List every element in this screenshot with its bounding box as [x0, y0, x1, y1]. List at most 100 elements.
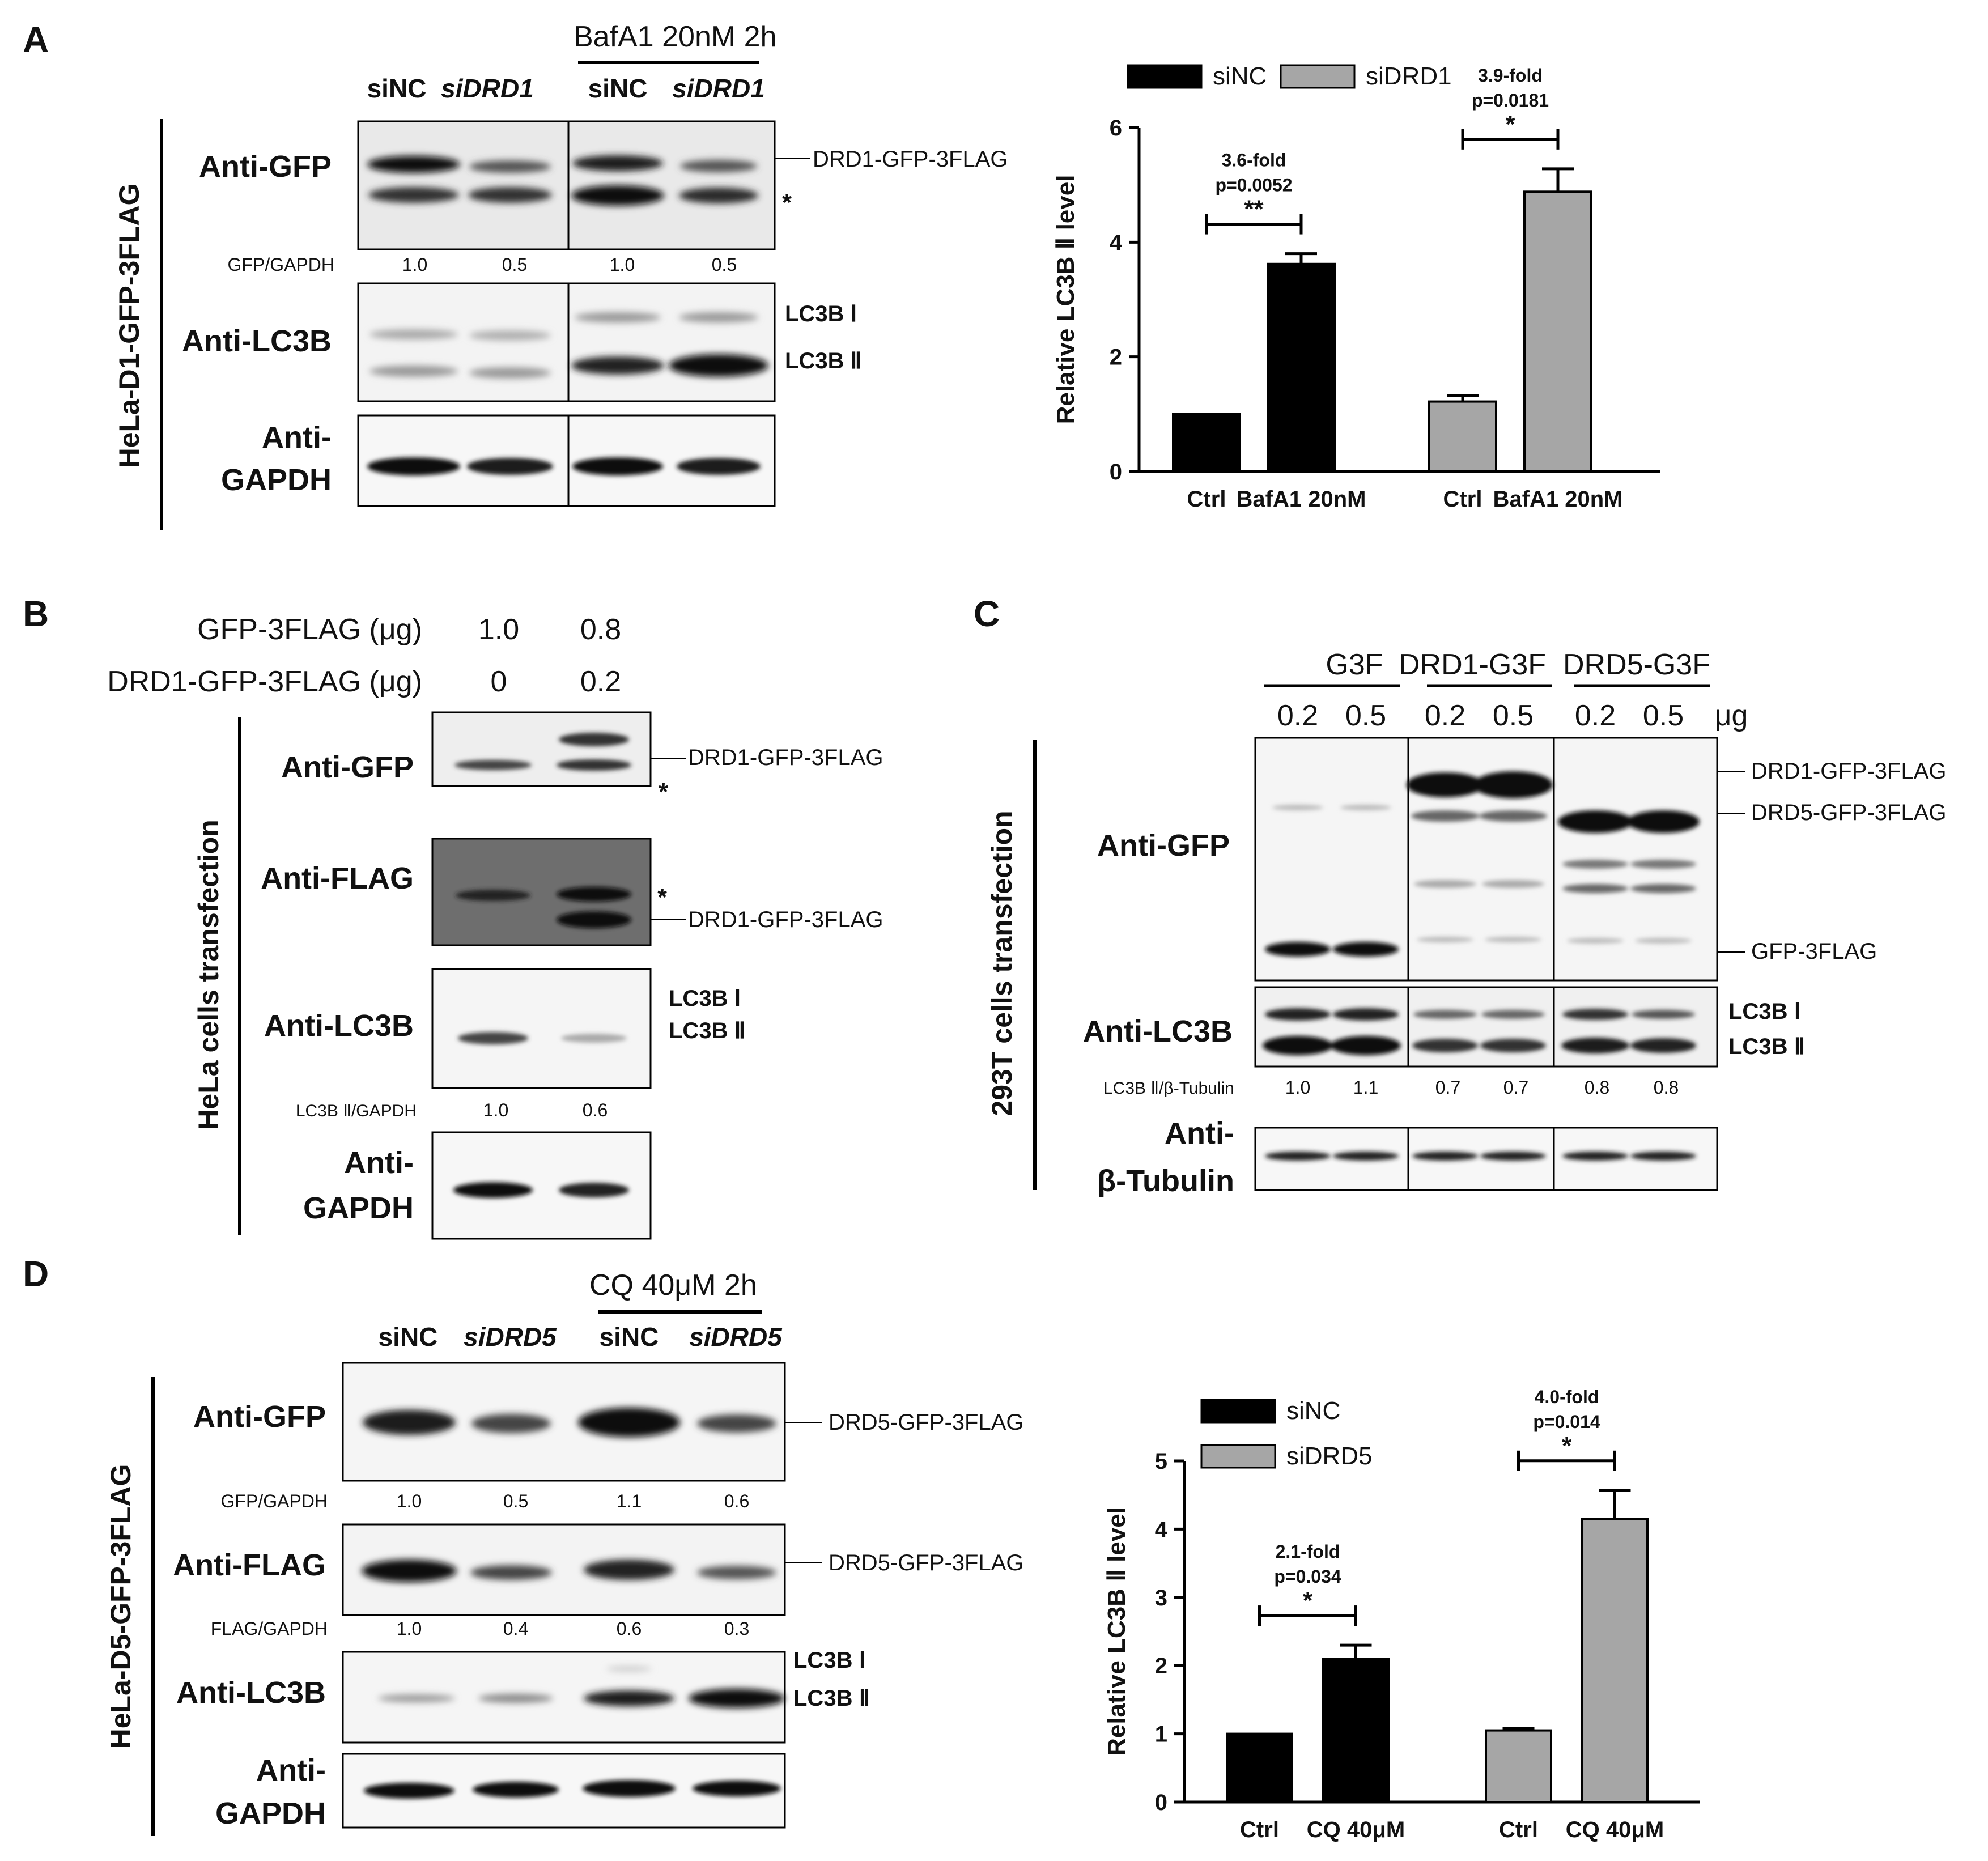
quant-value: 1.0 [610, 254, 635, 275]
quant-value: 0.7 [1435, 1077, 1460, 1098]
nonspecific-star: * [657, 883, 668, 911]
quant-value: 0.5 [503, 1491, 528, 1511]
legend-label: siDRD5 [1286, 1442, 1373, 1470]
antibody-label: Anti-FLAG [173, 1548, 326, 1582]
antibody-label: GAPDH [303, 1191, 414, 1225]
band-label: LC3B Ⅰ [1728, 999, 1800, 1024]
bands [362, 1560, 776, 1582]
y-tick-label: 6 [1110, 116, 1122, 141]
quant-value: 1.0 [483, 1100, 508, 1120]
dose-label: 0.2 [1575, 699, 1616, 732]
antibody-label: Anti- [262, 420, 332, 454]
quant-label: FLAG/GAPDH [211, 1618, 328, 1639]
quant-value: 1.0 [397, 1618, 422, 1639]
quant-label: LC3B Ⅱ/GAPDH [296, 1102, 417, 1120]
cell-line-label: HeLa-D1-GFP-3FLAG [113, 184, 145, 469]
bar [1428, 400, 1497, 473]
dose-unit: μg [1715, 699, 1748, 732]
band-label: LC3B Ⅱ [785, 349, 861, 373]
antibody-label: Anti-GFP [193, 1400, 326, 1434]
lane-label: siNC [367, 74, 427, 103]
quant-value: 0.7 [1503, 1077, 1528, 1098]
antibody-label: Anti-GFP [281, 750, 414, 784]
blot-lc3b [1254, 986, 1718, 1068]
quant-value: 0.3 [724, 1618, 749, 1639]
bar [1322, 1658, 1390, 1803]
quant-value: 0.6 [724, 1491, 749, 1511]
lane-label: siNC [588, 74, 648, 103]
legend-label: siNC [1286, 1397, 1340, 1425]
lane-label: siDRD1 [441, 74, 534, 103]
fold-change-label: 3.9-fold [1478, 65, 1543, 86]
fold-change-label: 3.6-fold [1222, 150, 1286, 171]
bands [453, 1182, 629, 1198]
bar [1172, 413, 1241, 473]
quant-value: 1.1 [617, 1491, 642, 1511]
panel-a-blot: BafA1 20nM 2h siNC siDRD1 siNC siDRD1 He… [113, 20, 1008, 530]
quant-value: 1.0 [402, 254, 427, 275]
dose-label: 0.2 [1277, 699, 1318, 732]
x-tick-label: CQ 40μM [1307, 1817, 1405, 1842]
y-tick-label: 1 [1155, 1722, 1167, 1747]
antibody-label: Anti-FLAG [261, 861, 414, 895]
blot-lc3b [357, 282, 776, 402]
bar [1267, 262, 1336, 473]
x-tick-label: Ctrl [1443, 487, 1482, 512]
quant-value: 0.6 [617, 1618, 642, 1639]
quant-value: 0.8 [1654, 1077, 1679, 1098]
significance-mark: ** [1244, 196, 1264, 223]
condition-value: 1.0 [478, 613, 519, 646]
y-tick-label: 5 [1155, 1449, 1167, 1474]
condition-value: 0.8 [580, 613, 621, 646]
antibody-label: Anti-GFP [199, 150, 332, 184]
antibody-label: Anti- [344, 1146, 414, 1180]
legend-swatch [1200, 1444, 1276, 1469]
significance-mark: * [1562, 1432, 1572, 1460]
panel-label-b: B [23, 593, 49, 634]
bands [378, 1666, 785, 1708]
dose-label: 0.5 [1643, 699, 1684, 732]
quant-value: 1.0 [397, 1491, 422, 1511]
quant-value: 0.5 [502, 254, 527, 275]
antibody-label: Anti-GFP [1097, 828, 1230, 862]
significance-mark: * [1505, 111, 1515, 138]
fold-change-label: 2.1-fold [1276, 1541, 1340, 1562]
lane-label: siDRD5 [464, 1322, 557, 1352]
bar [1226, 1732, 1293, 1804]
bar [1581, 1518, 1649, 1804]
p-value-label: p=0.034 [1274, 1566, 1341, 1587]
condition-value: 0.2 [580, 665, 621, 698]
panel-label-a: A [23, 19, 49, 60]
x-tick-label: Ctrl [1187, 487, 1226, 512]
treatment-label: BafA1 20nM 2h [574, 20, 776, 53]
legend-swatch [1127, 64, 1203, 89]
x-tick-label: Ctrl [1240, 1817, 1279, 1842]
x-tick-label: BafA1 20nM [1237, 487, 1366, 512]
dose-label: 0.5 [1345, 699, 1386, 732]
panel-c-blot: G3F DRD1-G3F DRD5-G3F 0.2 0.5 0.2 0.5 0.… [986, 648, 1947, 1198]
band-label: DRD5-GFP-3FLAG [1751, 800, 1947, 825]
bands [367, 155, 758, 206]
y-tick-label: 0 [1155, 1790, 1167, 1815]
quant-label: LC3B Ⅱ/β-Tubulin [1103, 1079, 1234, 1098]
nonspecific-star: * [782, 189, 792, 216]
y-tick-label: 2 [1110, 345, 1122, 370]
y-tick-label: 4 [1155, 1517, 1168, 1542]
bands [369, 312, 768, 379]
blot-lc3b [431, 968, 652, 1089]
legend-swatch [1200, 1399, 1276, 1424]
y-axis-title: Relative LC3B Ⅱ level [1103, 1507, 1131, 1756]
band-label: LC3B Ⅰ [785, 301, 857, 326]
band-label: LC3B Ⅰ [669, 986, 741, 1011]
band-label: DRD5-GFP-3FLAG [829, 1410, 1024, 1435]
antibody-label: GAPDH [215, 1796, 326, 1830]
band-label: GFP-3FLAG [1751, 939, 1877, 964]
quant-value: 0.6 [583, 1100, 608, 1120]
lane-label: siDRD1 [672, 74, 765, 103]
quant-value: 1.0 [1285, 1077, 1310, 1098]
bar [1485, 1729, 1552, 1804]
band-label: DRD1-GFP-3FLAG [1751, 759, 1947, 784]
cell-line-label: HeLa cells transfection [193, 819, 224, 1129]
antibody-label: Anti- [256, 1753, 326, 1787]
